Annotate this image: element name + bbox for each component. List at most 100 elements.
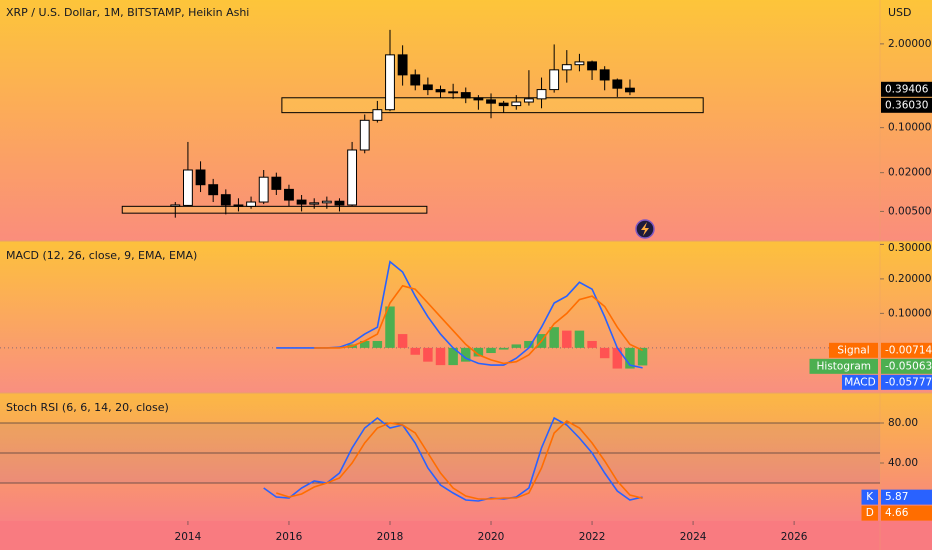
readout-name-box bbox=[842, 374, 878, 390]
histogram-bar bbox=[410, 347, 420, 355]
y-tick-label: 0.10000 bbox=[888, 307, 931, 319]
histogram-bar bbox=[397, 334, 408, 348]
y-tick-label: 40.00 bbox=[888, 457, 918, 469]
histogram-bar bbox=[625, 347, 635, 369]
x-tick-label: 2014 bbox=[175, 531, 202, 543]
candle-body bbox=[523, 98, 534, 103]
readout-name-box bbox=[809, 358, 878, 374]
candle-body bbox=[536, 89, 547, 100]
candle-body bbox=[587, 61, 597, 71]
readout-name: D bbox=[866, 507, 874, 519]
y-tick-label: 2.00000 bbox=[888, 38, 931, 50]
candle-body bbox=[486, 99, 496, 104]
time-axis-bg bbox=[0, 521, 932, 550]
candle-body bbox=[372, 109, 383, 121]
macd-title: MACD (12, 26, close, 9, EMA, EMA) bbox=[6, 249, 197, 262]
macd-pane-bg bbox=[0, 241, 932, 393]
readout-name: K bbox=[866, 491, 874, 503]
candle-body bbox=[460, 92, 471, 99]
readout-value-box bbox=[881, 505, 932, 521]
candle-body bbox=[385, 54, 395, 111]
price-unit: USD bbox=[888, 6, 912, 19]
candle-body bbox=[511, 101, 522, 107]
readout-value-box bbox=[881, 374, 932, 390]
support-zone bbox=[121, 205, 428, 214]
readout-name-box bbox=[829, 342, 878, 358]
histogram-bar bbox=[448, 347, 458, 366]
histogram-bar bbox=[498, 347, 509, 350]
price-label: 0.36030 bbox=[885, 99, 928, 111]
candle-body bbox=[473, 97, 484, 101]
histogram-bar bbox=[587, 340, 597, 348]
candle-body bbox=[359, 119, 370, 151]
x-tick-label: 2022 bbox=[579, 531, 606, 543]
histogram-bar bbox=[637, 347, 648, 366]
histogram-bar bbox=[524, 340, 534, 348]
y-tick-label: 0.30000 bbox=[888, 242, 931, 254]
readout-name-box bbox=[861, 505, 878, 521]
price-label: 0.39406 bbox=[885, 83, 929, 95]
x-tick-label: 2024 bbox=[680, 531, 707, 543]
y-tick-label: 0.02000 bbox=[888, 167, 931, 179]
histogram-bar bbox=[599, 347, 610, 359]
macd-line bbox=[314, 284, 643, 365]
candle-body bbox=[195, 169, 206, 186]
histogram-bar bbox=[549, 327, 559, 348]
readout-name: Histogram bbox=[817, 360, 871, 372]
histogram-bar bbox=[423, 347, 433, 362]
x-tick-label: 2026 bbox=[781, 531, 808, 543]
candle-body bbox=[435, 89, 446, 93]
candle-body bbox=[574, 61, 585, 66]
histogram-bar bbox=[574, 330, 585, 348]
readout-name-box bbox=[861, 489, 878, 505]
candle-body bbox=[284, 188, 294, 201]
candle-body bbox=[258, 176, 269, 203]
histogram-bar bbox=[612, 347, 623, 369]
histogram-bar bbox=[473, 347, 484, 357]
readout-value-box bbox=[881, 342, 932, 358]
candle-body bbox=[183, 169, 193, 206]
readout-value: -0.05777 bbox=[885, 376, 932, 388]
x-tick-label: 2020 bbox=[478, 531, 505, 543]
candle-body bbox=[246, 201, 256, 207]
readout-value: -0.00714 bbox=[885, 344, 932, 356]
readout-value: 4.66 bbox=[885, 507, 909, 519]
histogram-bar bbox=[486, 347, 496, 354]
candle-body bbox=[347, 149, 358, 206]
candle-body bbox=[296, 199, 307, 205]
candle-body bbox=[448, 91, 459, 94]
histogram-bar bbox=[359, 340, 370, 348]
stoch-title: Stoch RSI (6, 6, 14, 20, close) bbox=[6, 401, 169, 414]
candle-body bbox=[410, 74, 421, 86]
histogram-bar bbox=[511, 344, 522, 348]
alert-icon[interactable] bbox=[635, 219, 655, 239]
readout-name: MACD bbox=[844, 376, 875, 388]
histogram-bar bbox=[461, 347, 471, 362]
x-tick-label: 2016 bbox=[276, 531, 303, 543]
candle-body bbox=[561, 64, 572, 71]
price-label-box bbox=[881, 97, 932, 113]
price-label-box bbox=[881, 81, 932, 97]
stoch-line bbox=[276, 420, 643, 500]
y-tick-label: 0.20000 bbox=[888, 273, 931, 285]
candle-body bbox=[397, 54, 408, 76]
readout-value: -0.05063 bbox=[885, 360, 932, 372]
readout-value: 5.87 bbox=[885, 491, 908, 503]
histogram-bar bbox=[385, 306, 395, 348]
histogram-bar bbox=[435, 347, 446, 366]
candle-body bbox=[220, 194, 231, 206]
candle-body bbox=[271, 176, 282, 190]
candle-body bbox=[599, 69, 610, 81]
readout-value-box bbox=[881, 489, 932, 505]
y-tick-label: 80.00 bbox=[888, 417, 918, 429]
y-tick-label: 0.10000 bbox=[888, 122, 931, 134]
readout-name: Signal bbox=[837, 344, 869, 356]
candle-body bbox=[334, 200, 345, 206]
candle-body bbox=[498, 102, 509, 107]
candle-body bbox=[612, 79, 623, 89]
candle-body bbox=[170, 204, 181, 207]
main-title: XRP / U.S. Dollar, 1M, BITSTAMP, Heikin … bbox=[6, 6, 249, 19]
candle-body bbox=[309, 202, 320, 205]
